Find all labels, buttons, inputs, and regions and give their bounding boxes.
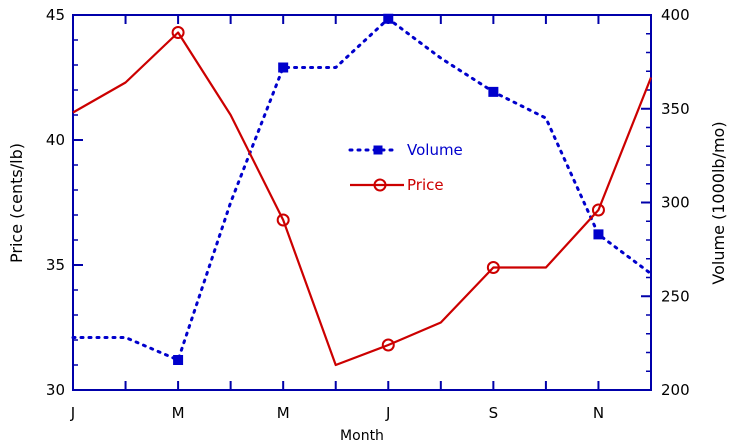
legend-marker-volume [373,145,383,155]
left-tick-label: 35 [46,256,65,274]
right-tick-label: 350 [661,100,690,118]
point-price [276,213,290,227]
right-tick-label: 250 [661,287,690,305]
x-tick-label: J [70,404,75,422]
left-tick-label: 30 [46,381,65,399]
series-line-price [72,31,653,367]
point-volume [278,62,289,73]
point-volume [488,86,499,97]
x-tick-label: J [385,404,390,422]
point-volume [173,355,184,365]
point-volume [593,229,604,240]
series-line-volume [71,17,653,362]
right-axis-label: Volume (1000lb/mo) [709,121,728,284]
x-axis-label: Month [340,428,384,444]
point-price [381,338,395,352]
point-volume [383,13,394,24]
point-price [591,203,605,217]
x-tick-label: N [593,404,604,422]
right-axis-ticks: 200 250 300 350 400 [641,6,690,399]
legend-marker-price [373,178,387,192]
right-tick-label: 200 [661,381,690,399]
right-tick-label: 300 [661,194,690,212]
left-axis-ticks: 30 35 40 45 [46,6,83,399]
x-tick-label: S [489,404,499,422]
left-tick-label: 40 [46,131,65,149]
left-axis-label: Price (cents/lb) [7,143,26,263]
point-price [171,26,185,39]
x-tick-label: M [277,404,290,422]
legend-label-volume: Volume [407,141,463,159]
point-price [486,261,500,274]
plot-frame [72,14,652,391]
series-layer [71,13,653,367]
legend: Volume Price [348,141,463,194]
x-tick-label: M [172,404,185,422]
left-tick-label: 45 [46,6,65,24]
right-tick-label: 400 [661,6,690,24]
legend-label-price: Price [407,176,444,194]
